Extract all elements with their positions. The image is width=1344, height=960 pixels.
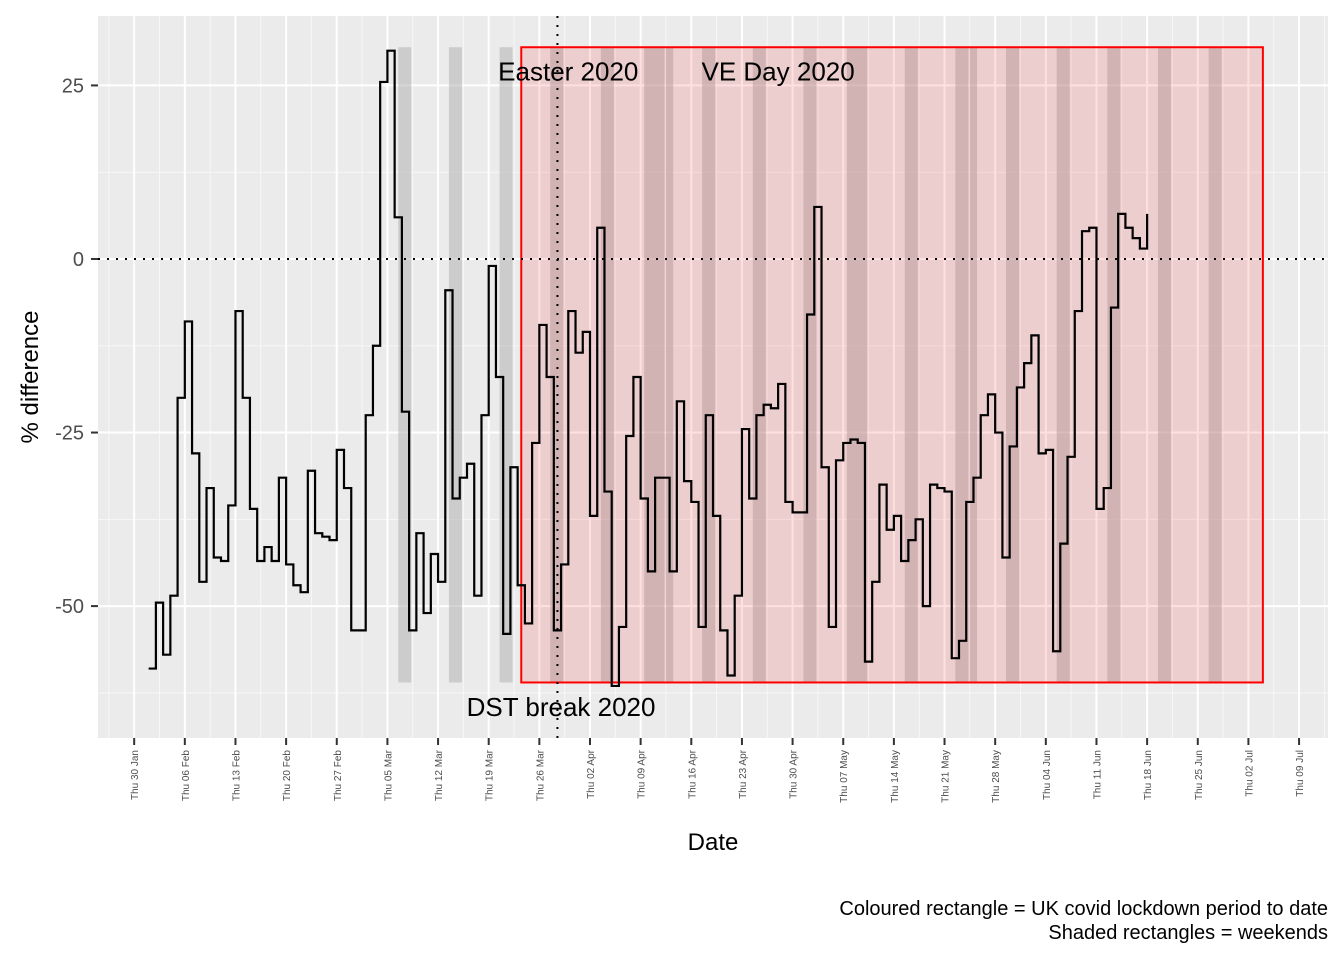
x-tick-label: Thu 02 Apr <box>586 749 597 799</box>
weekend-rect <box>1208 47 1222 683</box>
caption-line-1: Coloured rectangle = UK covid lockdown p… <box>839 898 1328 920</box>
annotation-easter: Easter 2020 <box>498 57 638 87</box>
x-axis-title: Date <box>688 829 739 856</box>
x-tick-label: Thu 19 Mar <box>485 749 496 801</box>
x-tick-label: Thu 09 Jul <box>1295 750 1306 797</box>
weekend-rect <box>448 47 462 683</box>
x-tick-label: Thu 30 Apr <box>789 749 800 799</box>
weekend-rect <box>752 47 766 683</box>
y-tick-label: 0 <box>73 249 84 271</box>
x-tick-label: Thu 21 May <box>941 750 952 803</box>
x-tick-label: Thu 07 May <box>839 750 850 803</box>
y-tick-label: 25 <box>62 75 84 97</box>
annotation-dst-break: DST break 2020 <box>467 692 656 722</box>
x-axis-ticks: Thu 30 Jan Thu 06 Feb Thu 13 Feb Thu 20 Feb… <box>130 738 1306 803</box>
x-tick-label: Thu 14 May <box>890 750 901 803</box>
x-tick-label: Thu 09 Apr <box>637 749 648 799</box>
bank-holiday-rect <box>644 47 652 683</box>
x-tick-label: Thu 30 Jan <box>130 750 141 800</box>
x-tick-label: Thu 16 Apr <box>687 749 698 799</box>
x-tick-label: Thu 27 Feb <box>333 750 344 802</box>
x-tick-label: Thu 25 Jun <box>1194 750 1205 800</box>
weekend-rect <box>1107 47 1121 683</box>
y-tick-label: -25 <box>55 423 84 445</box>
x-tick-label: Thu 04 Jun <box>1042 750 1053 800</box>
x-tick-label: Thu 12 Mar <box>434 749 445 801</box>
x-tick-label: Thu 02 Jul <box>1244 750 1255 797</box>
lockdown-rectangle <box>520 46 1264 684</box>
weekend-rect <box>1157 47 1171 683</box>
x-tick-label: Thu 26 Mar <box>535 749 546 801</box>
x-tick-label: Thu 11 Jun <box>1092 750 1103 799</box>
x-tick-label: Thu 20 Feb <box>282 750 293 802</box>
y-tick-label: -50 <box>55 596 84 618</box>
bank-holiday-rect <box>846 47 855 683</box>
x-tick-label: Thu 13 Feb <box>231 750 242 802</box>
y-axis-ticks: 25 0 -25 -50 <box>55 75 98 618</box>
series-step-line <box>148 49 1149 688</box>
y-axis-title: % difference <box>17 311 44 444</box>
bank-holiday-rect <box>969 47 978 683</box>
x-tick-label: Thu 28 May <box>991 750 1002 803</box>
bank-holiday-rect <box>665 47 674 683</box>
caption-line-2: Shaded rectangles = weekends <box>1048 922 1328 944</box>
x-tick-label: Thu 18 Jun <box>1143 750 1154 800</box>
x-tick-label: Thu 06 Feb <box>181 750 192 802</box>
x-tick-label: Thu 05 Mar <box>383 749 394 801</box>
annotation-ve-day: VE Day 2020 <box>702 57 855 87</box>
x-tick-label: Thu 23 Apr <box>738 749 749 799</box>
